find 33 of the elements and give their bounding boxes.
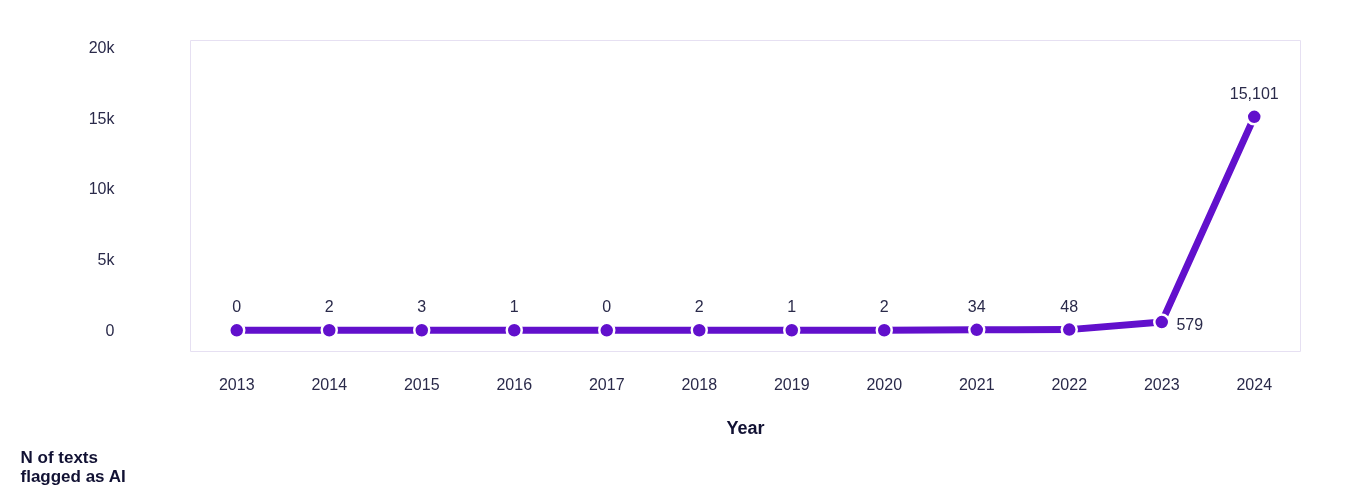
text: 2: [879, 298, 889, 316]
text: 3: [417, 298, 427, 316]
text: 48: [1060, 297, 1079, 315]
text: 0: [602, 298, 612, 316]
text: 34: [967, 297, 986, 315]
x-tick-label: 2016: [496, 375, 533, 393]
x-tick-label: 2014: [311, 375, 348, 393]
y-axis-title: N of texts flagged as AI: [20, 447, 126, 486]
text: 15,101: [1229, 84, 1279, 102]
y-tick-label: 20k: [88, 39, 116, 57]
x-tick-label: 2019: [773, 375, 810, 393]
text: 0: [232, 298, 242, 316]
y-tick-label: 15k: [88, 109, 116, 127]
x-tick-label: 2017: [588, 375, 625, 393]
x-axis-title: Year: [726, 417, 765, 438]
y-tick-label: 0: [105, 321, 115, 339]
x-tick-label: 2015: [403, 375, 440, 393]
x-tick-label: 2020: [866, 375, 903, 393]
y-tick-label: 5k: [97, 251, 116, 269]
text: 2: [324, 298, 334, 316]
text: 1: [509, 298, 519, 316]
point: [1153, 313, 1171, 331]
text: 579: [1176, 316, 1204, 334]
y-tick-label: 10k: [88, 180, 116, 198]
x-tick-label: 2013: [218, 375, 255, 393]
x-tick-label: 2018: [681, 375, 718, 393]
text: 1: [787, 298, 797, 316]
text: 2: [694, 298, 704, 316]
x-tick-label: 2022: [1051, 375, 1088, 393]
x-tick-label: 2023: [1143, 375, 1180, 393]
x-tick-label: 2024: [1236, 375, 1273, 393]
point: [1245, 108, 1263, 126]
x-tick-label: 2021: [958, 375, 995, 393]
